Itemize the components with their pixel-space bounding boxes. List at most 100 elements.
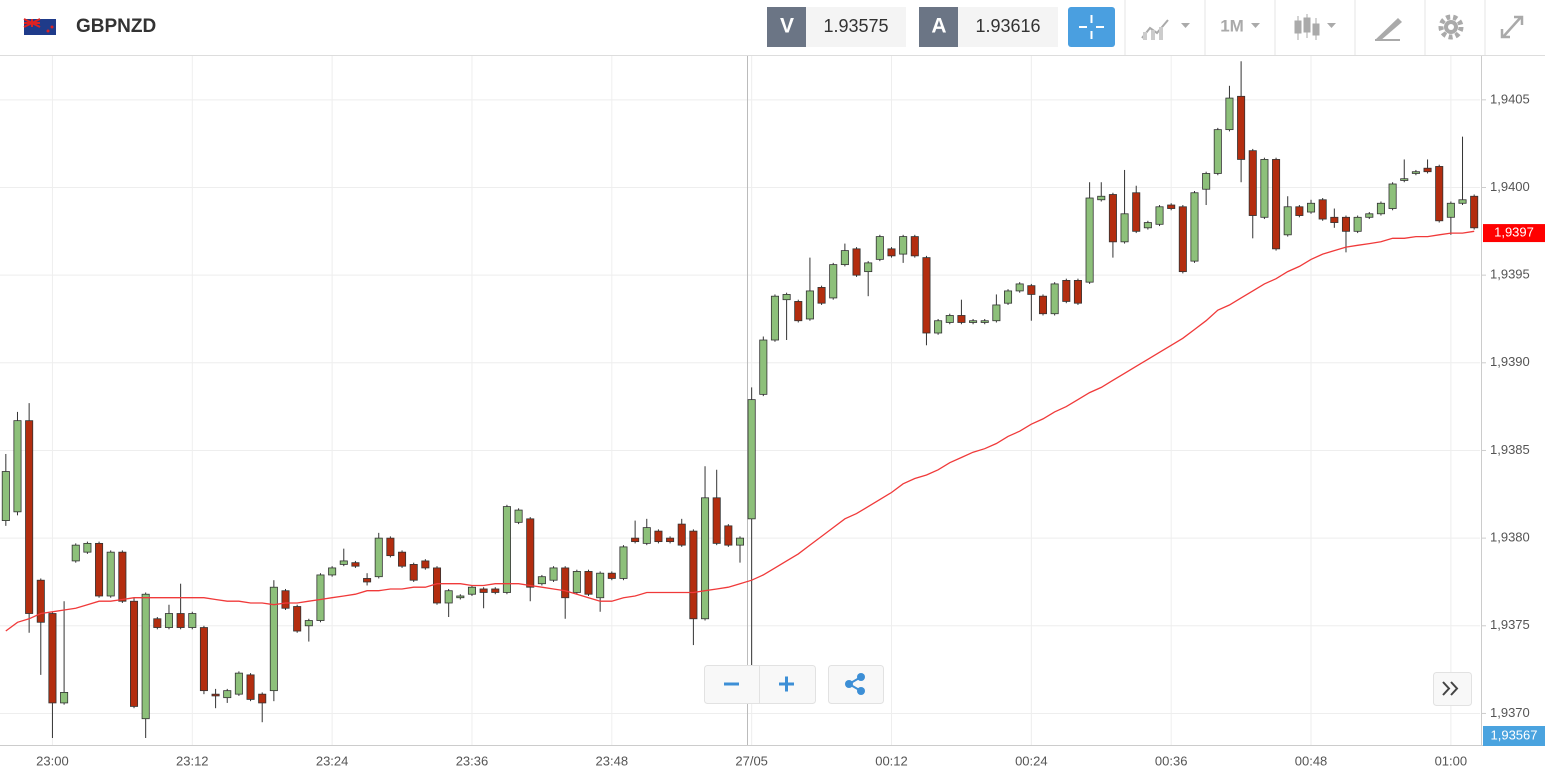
candle-body [141,593,150,720]
candle-body [829,264,838,299]
candle-body [980,320,989,323]
candle-body [316,574,325,621]
candle-body [1015,283,1024,292]
candle-body [444,590,453,604]
candle-body [887,248,896,257]
candle-body [864,262,873,273]
candle-body [1458,199,1467,204]
candle-body [1004,290,1013,304]
candle-body [1400,178,1409,181]
candle-body [945,315,954,323]
candle-body [234,672,243,695]
scroll-right-button[interactable] [1433,672,1472,706]
x-tick-label: 23:24 [316,753,349,768]
symbol: GBPNZD [76,16,156,37]
sell-price[interactable]: 1.93575 [823,16,888,36]
candles-button[interactable] [1294,14,1336,40]
buy-price[interactable]: 1.93616 [975,16,1040,36]
candle-body [1108,194,1117,243]
fullscreen-button[interactable] [1500,15,1524,39]
candle-body [71,544,80,562]
candle-body [164,613,173,628]
candle-body [421,560,430,569]
last-price-label: 1,9397 [1494,225,1534,240]
candle-body [304,620,313,627]
candle-body [1423,167,1432,173]
candle-body [246,674,255,700]
candle-body [188,613,197,628]
candle-body [1295,206,1304,216]
price-marker: 1,93567 [1491,727,1538,742]
y-tick-label: 1,9385 [1490,442,1530,457]
candle-body [922,257,931,334]
candle-body [840,250,849,266]
candle-body [1260,159,1269,218]
candle-body [1190,192,1199,262]
candle-body [1411,171,1420,174]
crosshair-button[interactable] [1068,7,1115,47]
draw-button[interactable] [1375,18,1402,41]
candle-body [502,506,511,593]
candle-body [561,567,570,599]
candle-body [794,301,803,322]
candle-body [1376,202,1385,215]
candle-body [25,420,34,614]
buy-button[interactable] [919,7,958,47]
candle-body [1120,213,1129,243]
sell-price-box[interactable] [806,7,906,47]
candle-body [712,497,721,544]
x-tick-label: 23:36 [456,753,489,768]
candle-body [666,537,675,543]
candle-body [770,295,779,341]
x-tick-label: 00:24 [1015,753,1048,768]
candle-body [654,530,663,543]
candle-body [549,567,558,581]
buy-price-box[interactable] [958,7,1058,47]
share-button[interactable] [828,665,884,704]
candle-body [1073,280,1082,304]
candle-body [1272,159,1281,250]
candle-body [467,586,476,595]
candle-body [1202,173,1211,190]
flag-icon [23,18,56,35]
candle-body [269,586,278,692]
candle-body [1062,280,1071,302]
candle-body [130,600,139,707]
candle-body [1365,213,1374,218]
candle-body [36,579,45,623]
x-tick-label: 00:12 [875,753,908,768]
candle-body [514,509,523,523]
timeframe-arrow[interactable] [1251,23,1260,28]
candle-body [1038,295,1048,315]
candle-body [491,588,500,593]
candle-body [1143,222,1152,229]
candle-body [969,320,978,323]
candle-body [106,551,115,597]
candle-body [95,542,104,597]
candle-body [456,595,465,599]
zoom-in[interactable] [779,676,794,692]
candle-body [875,236,884,260]
candle-body [1050,283,1059,315]
buy-label[interactable]: A [931,15,946,38]
candle-body [339,560,348,565]
settings-button[interactable] [1438,14,1464,40]
candle-body [351,562,360,567]
plot-area: 1,9370 1,9375 1,9380 1,9385 1,9390 1,9395 1,94… [0,56,1530,768]
x-tick-label: 00:48 [1295,753,1328,768]
sell-button[interactable] [767,7,806,47]
candle-body [910,236,919,257]
y-tick-label: 1,9390 [1490,354,1530,369]
candle-body [572,571,581,593]
candle-body [677,523,686,546]
candle-body [584,571,593,595]
candle-body [398,551,407,567]
candle-body [1132,192,1141,232]
candle-body [223,690,232,699]
chart-type-button[interactable] [1141,19,1190,40]
candle-body [1097,195,1106,201]
sell-label[interactable]: V [780,15,794,38]
candle-body [409,564,418,581]
timeframe[interactable]: 1M [1220,16,1244,35]
